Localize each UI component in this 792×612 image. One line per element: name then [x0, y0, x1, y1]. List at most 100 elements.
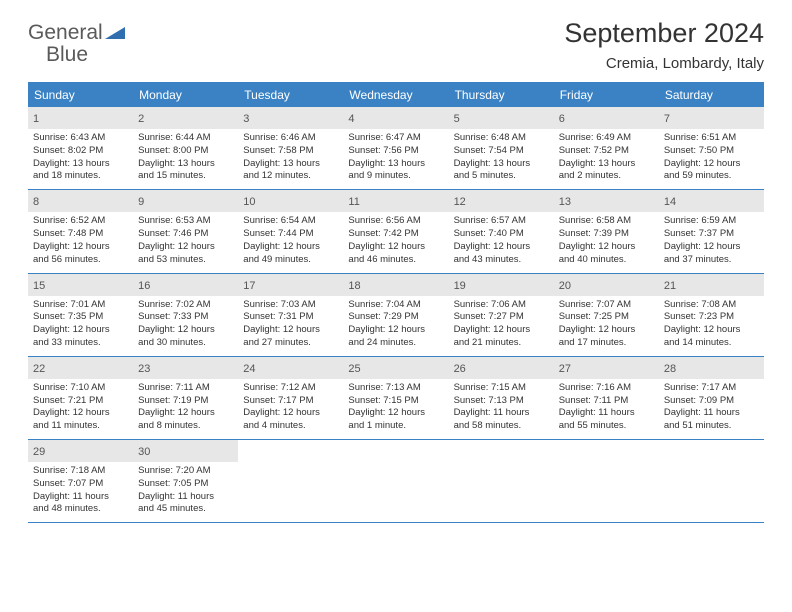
daylight-line1: Daylight: 12 hours [348, 241, 443, 254]
daylight-line2: and 9 minutes. [348, 170, 443, 183]
sunrise-line: Sunrise: 7:13 AM [348, 382, 443, 395]
day-cell [238, 440, 343, 522]
daylight-line1: Daylight: 12 hours [664, 241, 759, 254]
daynum-row: 14 [659, 190, 764, 212]
daylight-line1: Daylight: 12 hours [33, 407, 128, 420]
daynum-row: 7 [659, 107, 764, 129]
day-cell: 22Sunrise: 7:10 AMSunset: 7:21 PMDayligh… [28, 357, 133, 439]
daynum-row: 23 [133, 357, 238, 379]
day-cell: 14 Sunrise: 6:59 AMSunset: 7:37 PMDayligh… [659, 190, 764, 272]
daylight-line2: and 58 minutes. [454, 420, 549, 433]
day-cell: 21Sunrise: 7:08 AMSunset: 7:23 PMDayligh… [659, 274, 764, 356]
weekday-header: Friday [554, 84, 659, 107]
daynum-row: 5 [449, 107, 554, 129]
sunrise-line: Sunrise: 6:59 AM [664, 215, 759, 228]
sunset-line: Sunset: 7:05 PM [138, 478, 233, 491]
day-number: 22 [33, 363, 45, 375]
daynum-row: 9 [133, 190, 238, 212]
day-cell: 13Sunrise: 6:58 AMSunset: 7:39 PMDayligh… [554, 190, 659, 272]
daylight-line2: and 56 minutes. [33, 254, 128, 267]
daylight-line2: and 48 minutes. [33, 503, 128, 516]
daylight-line2: and 18 minutes. [33, 170, 128, 183]
daylight-line2: and 49 minutes. [243, 254, 338, 267]
daynum-row: 16 [133, 274, 238, 296]
daynum-row: 19 [449, 274, 554, 296]
day-number: 21 [664, 280, 676, 292]
weekday-header: Tuesday [238, 84, 343, 107]
weeks-container: 1Sunrise: 6:43 AMSunset: 8:02 PMDaylight… [28, 107, 764, 523]
daylight-line2: and 55 minutes. [559, 420, 654, 433]
sunset-line: Sunset: 7:58 PM [243, 145, 338, 158]
day-number: 14 [664, 196, 676, 208]
daylight-line1: Daylight: 12 hours [454, 241, 549, 254]
daylight-line1: Daylight: 11 hours [559, 407, 654, 420]
day-number: 23 [138, 363, 150, 375]
daylight-line2: and 33 minutes. [33, 337, 128, 350]
day-cell: 7Sunrise: 6:51 AMSunset: 7:50 PMDaylight… [659, 107, 764, 189]
day-cell: 17Sunrise: 7:03 AMSunset: 7:31 PMDayligh… [238, 274, 343, 356]
daylight-line1: Daylight: 12 hours [243, 324, 338, 337]
sunrise-line: Sunrise: 6:48 AM [454, 132, 549, 145]
sunrise-line: Sunrise: 6:52 AM [33, 215, 128, 228]
sunrise-line: Sunrise: 6:57 AM [454, 215, 549, 228]
calendar-page: General Blue September 2024 Cremia, Lomb… [0, 0, 792, 523]
sunrise-line: Sunrise: 6:44 AM [138, 132, 233, 145]
day-cell [449, 440, 554, 522]
logo: General Blue [28, 22, 125, 66]
day-cell: 5Sunrise: 6:48 AMSunset: 7:54 PMDaylight… [449, 107, 554, 189]
header: General Blue September 2024 Cremia, Lomb… [28, 18, 764, 72]
day-cell: 11Sunrise: 6:56 AMSunset: 7:42 PMDayligh… [343, 190, 448, 272]
calendar: SundayMondayTuesdayWednesdayThursdayFrid… [28, 82, 764, 523]
sunrise-line: Sunrise: 7:17 AM [664, 382, 759, 395]
sunset-line: Sunset: 7:21 PM [33, 395, 128, 408]
sunset-line: Sunset: 7:29 PM [348, 311, 443, 324]
sunrise-line: Sunrise: 6:54 AM [243, 215, 338, 228]
daynum-row: 24 [238, 357, 343, 379]
sunrise-line: Sunrise: 6:53 AM [138, 215, 233, 228]
day-number: 4 [348, 113, 354, 125]
sunrise-line: Sunrise: 7:15 AM [454, 382, 549, 395]
daylight-line2: and 5 minutes. [454, 170, 549, 183]
daylight-line2: and 15 minutes. [138, 170, 233, 183]
day-cell: 24Sunrise: 7:12 AMSunset: 7:17 PMDayligh… [238, 357, 343, 439]
weekday-header: Thursday [449, 84, 554, 107]
sunrise-line: Sunrise: 7:01 AM [33, 299, 128, 312]
sunset-line: Sunset: 7:37 PM [664, 228, 759, 241]
week-row: 1Sunrise: 6:43 AMSunset: 8:02 PMDaylight… [28, 107, 764, 190]
day-cell [659, 440, 764, 522]
daylight-line2: and 40 minutes. [559, 254, 654, 267]
daynum-row: 1 [28, 107, 133, 129]
sunset-line: Sunset: 7:44 PM [243, 228, 338, 241]
daynum-row: 13 [554, 190, 659, 212]
daylight-line1: Daylight: 11 hours [33, 491, 128, 504]
daylight-line1: Daylight: 12 hours [348, 324, 443, 337]
day-number: 19 [454, 280, 466, 292]
daylight-line2: and 2 minutes. [559, 170, 654, 183]
daylight-line2: and 45 minutes. [138, 503, 233, 516]
day-number: 5 [454, 113, 460, 125]
daylight-line2: and 24 minutes. [348, 337, 443, 350]
sunset-line: Sunset: 7:48 PM [33, 228, 128, 241]
sunrise-line: Sunrise: 7:20 AM [138, 465, 233, 478]
sunrise-line: Sunrise: 6:46 AM [243, 132, 338, 145]
daynum-row: 17 [238, 274, 343, 296]
sunrise-line: Sunrise: 7:08 AM [664, 299, 759, 312]
daynum-row: 10 [238, 190, 343, 212]
sunset-line: Sunset: 7:31 PM [243, 311, 338, 324]
day-cell: 4Sunrise: 6:47 AMSunset: 7:56 PMDaylight… [343, 107, 448, 189]
day-number: 26 [454, 363, 466, 375]
day-cell: 23Sunrise: 7:11 AMSunset: 7:19 PMDayligh… [133, 357, 238, 439]
daylight-line2: and 53 minutes. [138, 254, 233, 267]
daylight-line2: and 51 minutes. [664, 420, 759, 433]
daylight-line1: Daylight: 11 hours [138, 491, 233, 504]
sunset-line: Sunset: 7:40 PM [454, 228, 549, 241]
day-cell: 3Sunrise: 6:46 AMSunset: 7:58 PMDaylight… [238, 107, 343, 189]
daynum-row: 11 [343, 190, 448, 212]
daylight-line1: Daylight: 12 hours [33, 324, 128, 337]
day-number: 9 [138, 196, 144, 208]
day-cell: 16Sunrise: 7:02 AMSunset: 7:33 PMDayligh… [133, 274, 238, 356]
daynum-row: 8 [28, 190, 133, 212]
day-cell: 19Sunrise: 7:06 AMSunset: 7:27 PMDayligh… [449, 274, 554, 356]
daylight-line1: Daylight: 12 hours [138, 324, 233, 337]
day-cell: 18Sunrise: 7:04 AMSunset: 7:29 PMDayligh… [343, 274, 448, 356]
